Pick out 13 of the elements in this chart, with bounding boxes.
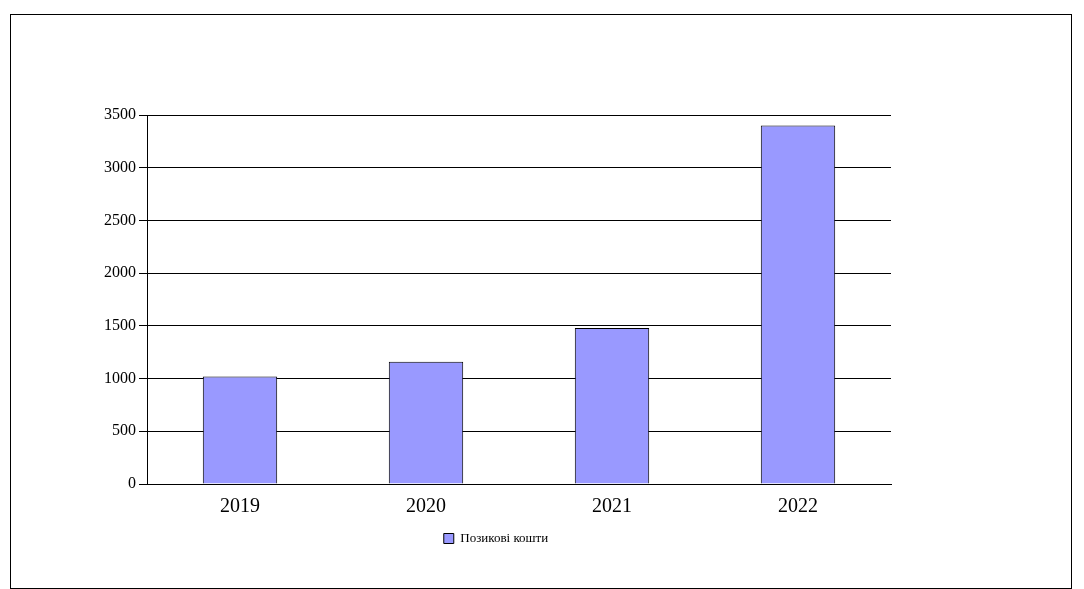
x-tick-label: 2019	[220, 494, 260, 517]
y-tick-label: 2500	[104, 210, 136, 228]
x-tick-label: 2022	[778, 494, 818, 517]
y-tick-label: 0	[128, 474, 136, 492]
x-tick-label: 2021	[592, 494, 632, 517]
y-tick-label: 3000	[104, 157, 136, 175]
y-tick-label: 1500	[104, 316, 136, 334]
y-tick-label: 2000	[104, 263, 136, 281]
y-tick-label: 500	[112, 421, 136, 439]
y-tick-label: 3500	[104, 105, 136, 123]
legend-label: Позикові кошти	[460, 529, 549, 545]
y-tick-label: 1000	[104, 368, 136, 386]
x-tick-label: 2020	[406, 494, 446, 517]
